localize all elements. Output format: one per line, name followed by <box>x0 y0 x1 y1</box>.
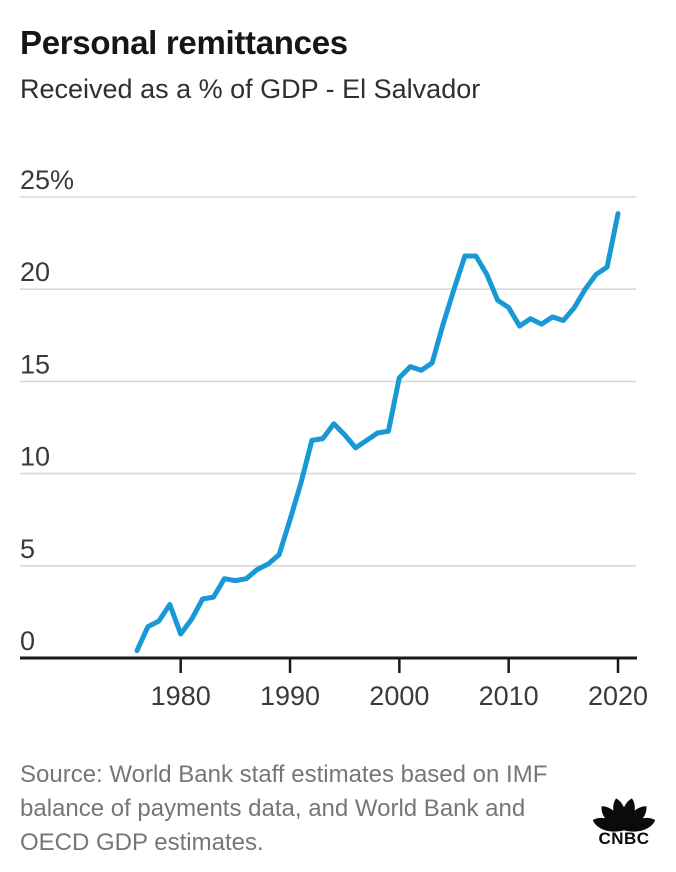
source-note-line: Source: World Bank staff estimates based… <box>20 761 548 788</box>
source-note-line: balance of payments data, and World Bank… <box>20 795 526 822</box>
y-axis-label: 20 <box>20 257 50 287</box>
remittances-line-chart: 0 5 10 15 20 25% 1980 1990 2000 2010 2020 <box>20 165 648 711</box>
y-axis-label: 0 <box>20 626 35 656</box>
chart-subtitle: Received as a % of GDP - El Salvador <box>20 74 481 104</box>
y-axis-label: 10 <box>20 442 50 472</box>
y-axis-label: 25% <box>20 165 74 195</box>
source-note-line: OECD GDP estimates. <box>20 829 264 856</box>
x-axis-label: 1980 <box>151 681 211 711</box>
page-title: Personal remittances <box>20 24 348 61</box>
cnbc-logo: CNBC <box>589 784 659 849</box>
x-axis-label: 2000 <box>369 681 429 711</box>
y-axis-label: 5 <box>20 534 35 564</box>
cnbc-logo-text: CNBC <box>598 829 650 848</box>
x-axis-label: 2020 <box>588 681 648 711</box>
remittances-data-line <box>134 211 621 654</box>
x-axis-label: 2010 <box>479 681 539 711</box>
x-axis-label: 1990 <box>260 681 320 711</box>
source-note: Source: World Bank staff estimates based… <box>20 758 585 860</box>
y-axis-label: 15 <box>20 349 50 379</box>
cnbc-peacock-icon <box>593 798 655 832</box>
